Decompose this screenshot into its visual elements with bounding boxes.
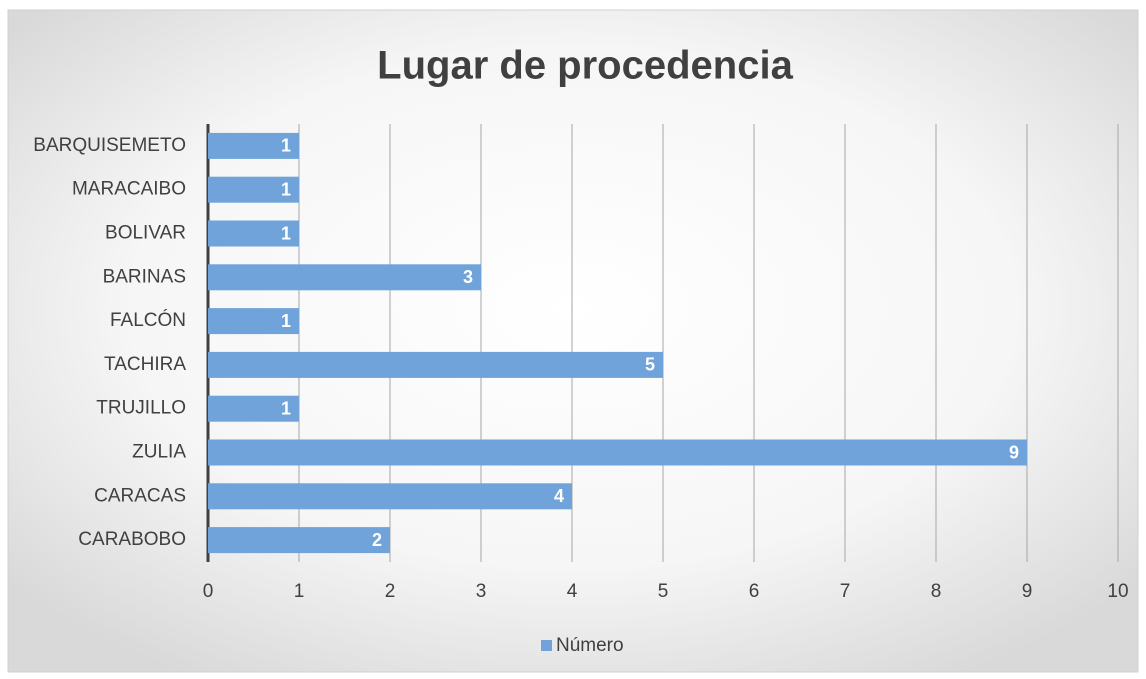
data-label: 5 xyxy=(645,355,655,375)
x-tick-label: 5 xyxy=(658,581,669,602)
data-label: 1 xyxy=(281,136,291,156)
y-tick-label: TRUJILLO xyxy=(96,398,186,419)
x-tick-label: 4 xyxy=(567,581,578,602)
y-tick-label: TACHIRA xyxy=(104,354,186,375)
legend-label: Número xyxy=(556,635,624,656)
bar xyxy=(208,308,299,335)
x-tick-label: 9 xyxy=(1022,581,1033,602)
legend-swatch xyxy=(541,640,552,651)
bar xyxy=(208,395,299,422)
y-tick-label: CARACAS xyxy=(94,485,186,506)
bar xyxy=(208,351,663,378)
x-tick-label: 10 xyxy=(1107,581,1128,602)
y-tick-label: FALCÓN xyxy=(110,309,186,331)
chart-background xyxy=(7,9,1139,673)
data-label: 3 xyxy=(463,267,473,287)
data-label: 2 xyxy=(372,530,382,550)
y-tick-label: MARACAIBO xyxy=(72,179,186,200)
x-tick-label: 1 xyxy=(294,581,305,602)
x-tick-label: 3 xyxy=(476,581,487,602)
x-tick-label: 7 xyxy=(840,581,851,602)
x-tick-label: 0 xyxy=(203,581,214,602)
y-tick-label: BOLIVAR xyxy=(105,223,186,244)
y-tick-label: ZULIA xyxy=(132,442,186,463)
bar xyxy=(208,439,1027,466)
chart-title: Lugar de procedencia xyxy=(377,44,793,88)
x-tick-label: 2 xyxy=(385,581,396,602)
data-label: 4 xyxy=(554,486,564,506)
bar xyxy=(208,220,299,247)
x-tick-label: 8 xyxy=(931,581,942,602)
data-label: 9 xyxy=(1009,442,1019,462)
bar xyxy=(208,176,299,203)
y-tick-label: CARABOBO xyxy=(78,529,186,550)
bar xyxy=(208,132,299,159)
data-label: 1 xyxy=(281,223,291,243)
data-label: 1 xyxy=(281,398,291,418)
bar xyxy=(208,483,572,510)
bar xyxy=(208,527,390,554)
y-tick-label: BARQUISEMETO xyxy=(33,135,186,156)
bar xyxy=(208,264,481,291)
x-tick-label: 6 xyxy=(749,581,760,602)
y-tick-label: BARINAS xyxy=(103,266,186,287)
data-label: 1 xyxy=(281,179,291,199)
data-label: 1 xyxy=(281,311,291,331)
